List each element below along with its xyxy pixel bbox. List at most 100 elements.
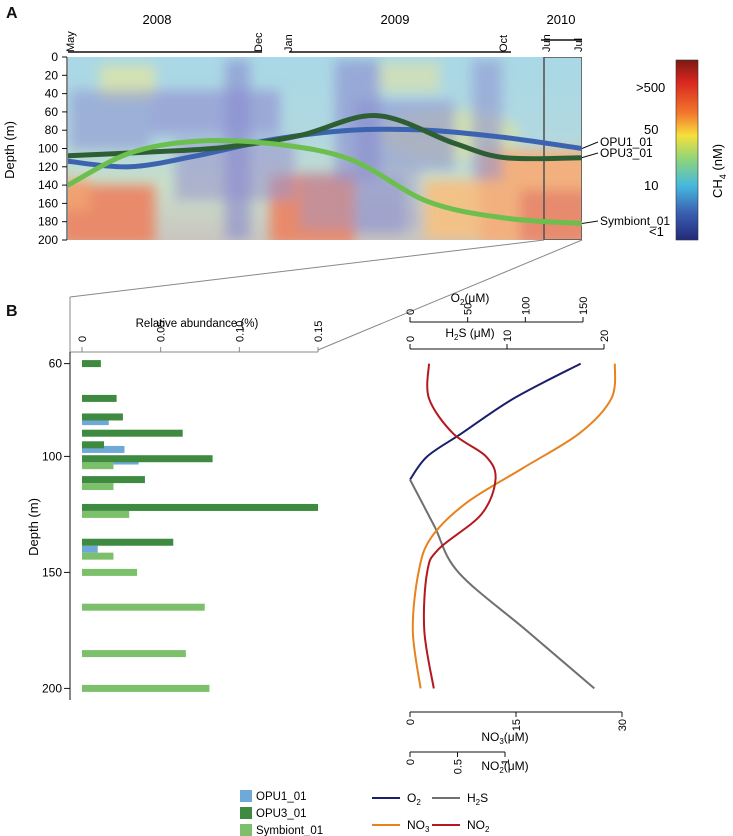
no3-profile-line: [411, 363, 617, 689]
curve-label: Symbiont_01: [600, 214, 670, 228]
bar-depth-axis-label: Depth (m): [26, 498, 41, 556]
depth-tick-label: 60: [45, 105, 59, 119]
bar-opu1-01: [82, 545, 98, 553]
year-label: 2010: [547, 12, 576, 27]
bar-symbiont-01: [82, 603, 205, 611]
legend-label: OPU3_01: [256, 808, 307, 820]
bar-opu3-01: [82, 476, 145, 484]
no2-tick-label: 1: [500, 759, 512, 765]
no3-tick-label: 15: [511, 719, 523, 731]
no3-tick-label: 0: [405, 719, 417, 725]
month-label: Jul: [573, 38, 585, 52]
ch4-heatmap: [68, 57, 582, 240]
bar-opu1-01: [82, 445, 125, 453]
curve-label-leader: [581, 152, 599, 159]
zoom-connector: [69, 239, 545, 298]
no3-axis-label: NO3(μM): [481, 730, 528, 746]
colorbar-scale: [675, 59, 699, 241]
depth-tick-label: 100: [38, 142, 58, 156]
bar-depth-tick-label: 60: [49, 357, 63, 371]
bar-symbiont-01: [82, 462, 114, 470]
bar-opu3-01: [82, 394, 117, 402]
ch4-colorbar: >500 50 10 <1 CH4 (nM): [636, 59, 728, 241]
h2s-axis-label: H2S (μM): [445, 326, 494, 342]
depth-tick-label: 20: [45, 68, 59, 82]
o2-profile-line: [409, 362, 582, 481]
depth-tick-label: 200: [38, 233, 58, 247]
bar-opu3-01: [82, 538, 174, 546]
abundance-tick-label: 0.05: [156, 321, 168, 342]
depth-tick-label: 40: [45, 87, 59, 101]
curve-label-leader: [581, 141, 599, 149]
no3-legend-label: NO3: [407, 818, 430, 834]
bar-legend: OPU1_01 OPU3_01 Symbiont_01: [240, 790, 323, 836]
bar-opu3-01: [82, 455, 213, 463]
chemistry-legend: O2 H2S NO3 NO2: [372, 791, 490, 834]
bar-opu3-01: [82, 413, 123, 421]
bar-opu3-01: [82, 360, 101, 368]
colorbar-tick: 50: [644, 122, 658, 137]
depth-tick-label: 180: [38, 215, 58, 229]
bar-opu3-01: [82, 441, 105, 449]
depth-tick-label: 160: [38, 196, 58, 210]
bar-symbiont-01: [82, 568, 138, 576]
no3-tick-label: 30: [617, 719, 629, 731]
otu-curve-symbiont-01: [68, 138, 582, 226]
depth-tick-label: 80: [45, 123, 59, 137]
bar-symbiont-01: [82, 483, 114, 491]
bar-depth-tick-label: 150: [42, 565, 62, 579]
colorbar-tick: 10: [644, 178, 658, 193]
no2-tick-label: 0: [405, 759, 417, 765]
bar-symbiont-01: [82, 510, 130, 518]
legend-swatch: [240, 790, 252, 802]
no2-profile-line: [422, 363, 497, 689]
o2-axis-label: O2(μM): [451, 291, 490, 307]
colorbar-tick: >500: [636, 80, 665, 95]
abundance-bar-chart: Relative abundance (%) 0 0.05 0.10 0.15 60 1…: [26, 297, 325, 700]
o2-tick-label: 0: [405, 309, 417, 315]
otu-curve-opu3-01: [68, 113, 582, 162]
panel-a-label: A: [6, 5, 18, 22]
depth-tick-label: 140: [38, 178, 58, 192]
o2-tick-label: 50: [463, 303, 475, 315]
h2s-tick-label: 0: [405, 336, 417, 342]
curve-label-leader: [581, 220, 599, 225]
legend-swatch: [240, 824, 252, 836]
bar-opu3-01: [82, 429, 183, 437]
panel-b-label: B: [6, 303, 18, 320]
legend-label: Symbiont_01: [256, 825, 323, 836]
month-label: Oct: [498, 35, 510, 52]
no2-legend-label: NO2: [467, 818, 490, 834]
bar-chart-title: Relative abundance (%): [136, 318, 259, 330]
abundance-tick-label: 0: [77, 336, 89, 342]
month-label: Jun: [541, 34, 553, 52]
highlight-box: [543, 57, 582, 240]
bar-symbiont-01: [82, 650, 186, 658]
abundance-tick-label: 0.10: [234, 321, 246, 342]
bar-symbiont-01: [82, 684, 210, 692]
bar-depth-tick-label: 100: [42, 449, 62, 463]
bar-opu1-01: [82, 418, 109, 426]
no2-axis-label: NO2(μM): [481, 759, 528, 775]
curve-label: OPU3_01: [600, 146, 653, 160]
h2s-tick-label: 10: [502, 330, 514, 342]
year-label: 2008: [143, 12, 172, 27]
h2s-profile-line: [409, 479, 595, 690]
curve-label: OPU1_01: [600, 135, 653, 149]
panel-a: 2008 2009 2010 May Dec Jan Oct Jun Jul: [2, 12, 728, 247]
depth-tick-label: 120: [38, 160, 58, 174]
h2s-legend-label: H2S: [467, 791, 488, 807]
depth-axis-label: Depth (m): [2, 121, 17, 179]
depth-tick-label: 0: [51, 50, 58, 64]
legend-swatch: [240, 807, 252, 819]
o2-tick-label: 150: [578, 297, 590, 315]
o2-tick-label: 100: [520, 297, 532, 315]
year-label: 2009: [381, 12, 410, 27]
bar-symbiont-01: [82, 552, 114, 560]
legend-label: OPU1_01: [256, 791, 307, 803]
o2-legend-label: O2: [407, 791, 421, 807]
bar-depth-tick-label: 200: [42, 681, 62, 695]
colorbar-label: CH4 (nM): [710, 144, 728, 198]
